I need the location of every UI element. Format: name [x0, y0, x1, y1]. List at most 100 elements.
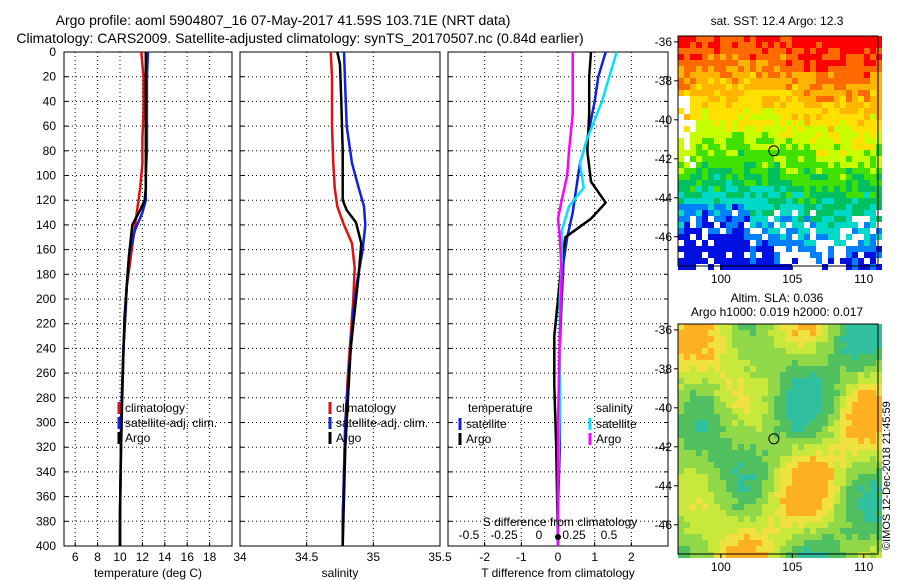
- map-cell: [708, 348, 714, 354]
- map-cell: [702, 444, 708, 450]
- map-cell: [864, 366, 870, 372]
- map-cell: [750, 330, 756, 336]
- map-cell: [744, 210, 750, 216]
- map-cell: [750, 66, 756, 72]
- map-cell: [822, 498, 828, 504]
- map-cell: [852, 378, 858, 384]
- map-y-tick-label: -40: [655, 401, 673, 415]
- map-cell: [804, 540, 810, 546]
- map-cell: [786, 444, 792, 450]
- map-cell: [702, 540, 708, 546]
- map-cell: [726, 324, 732, 330]
- map-cell: [750, 48, 756, 54]
- map-cell: [816, 54, 822, 60]
- map-cell: [762, 78, 768, 84]
- map-cell: [720, 360, 726, 366]
- map-cell: [786, 210, 792, 216]
- map-cell: [738, 348, 744, 354]
- map-cell: [750, 186, 756, 192]
- map-cell: [786, 54, 792, 60]
- map-cell: [726, 252, 732, 258]
- map-cell: [684, 390, 690, 396]
- map-cell: [876, 360, 882, 366]
- map-cell: [876, 516, 882, 522]
- map-cell: [708, 72, 714, 78]
- map-cell: [834, 420, 840, 426]
- map-cell: [762, 120, 768, 126]
- map-cell: [708, 138, 714, 144]
- map-cell: [798, 450, 804, 456]
- map-cell: [696, 498, 702, 504]
- map-cell: [834, 228, 840, 234]
- map-cell: [852, 426, 858, 432]
- x-tick-label: 34.5: [295, 550, 319, 564]
- map-cell: [864, 342, 870, 348]
- map-cell: [714, 138, 720, 144]
- map-cell: [858, 408, 864, 414]
- map-cell: [732, 504, 738, 510]
- map-cell: [876, 378, 882, 384]
- map-cell: [864, 108, 870, 114]
- map-cell: [738, 156, 744, 162]
- map-cell: [828, 366, 834, 372]
- map-cell: [816, 240, 822, 246]
- map-cell: [852, 54, 858, 60]
- map-cell: [708, 336, 714, 342]
- map-cell: [786, 546, 792, 552]
- map-cell: [780, 408, 786, 414]
- map-cell: [834, 204, 840, 210]
- map-cell: [684, 366, 690, 372]
- map-cell: [732, 204, 738, 210]
- map-cell: [750, 390, 756, 396]
- map-cell: [834, 36, 840, 42]
- map-cell: [798, 528, 804, 534]
- map-cell: [876, 36, 882, 42]
- map-cell: [792, 246, 798, 252]
- map-cell: [720, 114, 726, 120]
- map-cell: [864, 426, 870, 432]
- map-cell: [834, 84, 840, 90]
- map-cell: [804, 456, 810, 462]
- map-cell: [708, 522, 714, 528]
- map-cell: [852, 66, 858, 72]
- map-cell: [684, 510, 690, 516]
- map-cell: [702, 42, 708, 48]
- map-cell: [696, 78, 702, 84]
- map-cell: [750, 336, 756, 342]
- map-cell: [834, 468, 840, 474]
- map-cell: [750, 138, 756, 144]
- map-cell: [810, 162, 816, 168]
- map-cell: [696, 516, 702, 522]
- map-cell: [804, 258, 810, 264]
- map-cell: [846, 480, 852, 486]
- map-cell: [792, 60, 798, 66]
- map-cell: [678, 150, 684, 156]
- sla-map-subtitle: Argo h1000: 0.019 h2000: 0.017: [691, 305, 863, 319]
- map-cell: [798, 474, 804, 480]
- map-cell: [786, 72, 792, 78]
- map-cell: [822, 342, 828, 348]
- map-cell: [726, 174, 732, 180]
- map-cell: [798, 48, 804, 54]
- map-cell: [768, 444, 774, 450]
- map-cell: [804, 396, 810, 402]
- map-cell: [702, 468, 708, 474]
- map-cell: [840, 330, 846, 336]
- map-cell: [732, 108, 738, 114]
- map-cell: [762, 84, 768, 90]
- map-cell: [846, 78, 852, 84]
- map-cell: [690, 174, 696, 180]
- map-cell: [870, 330, 876, 336]
- map-cell: [828, 36, 834, 42]
- map-cell: [690, 192, 696, 198]
- map-cell: [876, 510, 882, 516]
- map-cell: [780, 198, 786, 204]
- map-cell: [720, 42, 726, 48]
- map-cell: [750, 462, 756, 468]
- map-cell: [828, 498, 834, 504]
- map-cell: [822, 438, 828, 444]
- map-cell: [678, 510, 684, 516]
- map-cell: [690, 228, 696, 234]
- map-cell: [744, 132, 750, 138]
- map-cell: [732, 72, 738, 78]
